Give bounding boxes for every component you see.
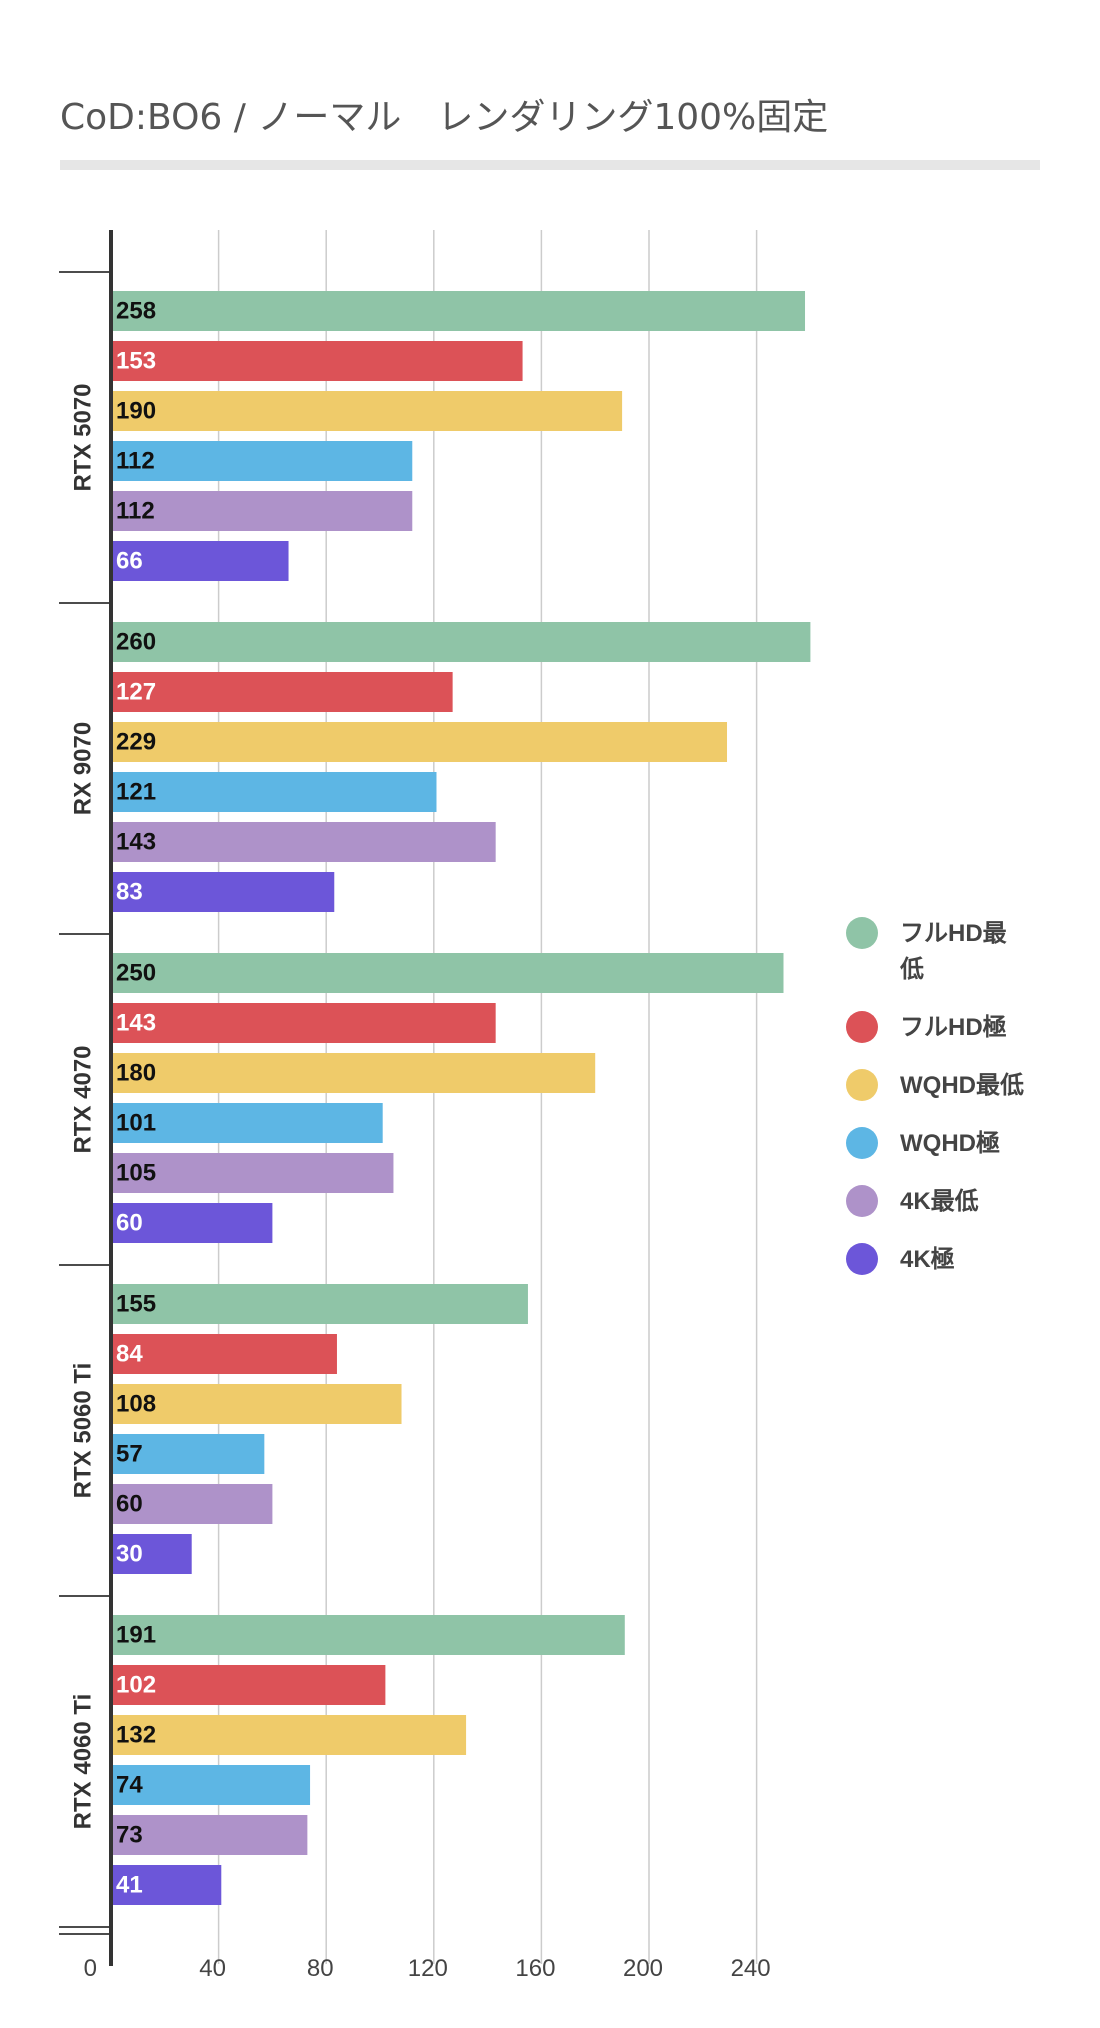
bar-value-label: 83 (116, 878, 143, 905)
bar-value-label: 155 (116, 1290, 156, 1317)
x-tick-label: 40 (199, 1955, 226, 1982)
bar-value-label: 105 (116, 1159, 156, 1186)
bar-value-label: 73 (116, 1821, 143, 1848)
bar-value-label: 229 (116, 728, 156, 755)
bar-rx-9070-series-4 (111, 822, 496, 862)
bar-rtx-5070-series-4 (111, 491, 413, 531)
tick-layer: 0 40 80 120 160 200 240 RTX 5070 RX 9070 RTX 4070… (69, 383, 770, 1982)
bar-rtx-4070-series-5 (111, 1203, 273, 1243)
legend-swatch (846, 917, 878, 949)
title-divider (60, 160, 1040, 170)
bar-rtx-4070-series-0 (111, 953, 784, 993)
bar-layer: 258 153 190 112 112 66 260 127 229 121 143 83 250 143… (111, 291, 811, 1905)
bar-value-label: 30 (116, 1540, 143, 1567)
bar-value-label: 260 (116, 628, 156, 655)
bar-rtx-5070-series-3 (111, 441, 413, 481)
legend-label: 4K最低 (900, 1188, 979, 1215)
bar-rtx-5060-ti-series-5 (111, 1534, 192, 1574)
bar-value-label: 57 (116, 1440, 143, 1467)
legend-swatch (846, 1127, 878, 1159)
bar-value-label: 66 (116, 547, 143, 574)
x-tick-label: 200 (623, 1955, 663, 1982)
legend-swatch (846, 1069, 878, 1101)
bar-value-label: 143 (116, 828, 156, 855)
bar-rtx-4070-series-3 (111, 1103, 383, 1143)
legend-swatch (846, 1243, 878, 1275)
bar-value-label: 127 (116, 678, 156, 705)
category-label: RTX 5070 (69, 383, 96, 491)
legend-label: フルHD極 (900, 1014, 1007, 1041)
bar-rtx-5070-series-5 (111, 541, 289, 581)
bar-rtx-4060-ti-series-5 (111, 1865, 222, 1905)
bar-value-label: 143 (116, 1009, 156, 1036)
legend-item: フルHD最低 (846, 916, 1086, 988)
bar-rtx-5070-series-2 (111, 391, 623, 431)
axis-layer (59, 230, 113, 1966)
bar-value-label: 191 (116, 1621, 156, 1648)
x-tick-label: 240 (731, 1955, 771, 1982)
bar-value-label: 190 (116, 397, 156, 424)
bar-rtx-5060-ti-series-0 (111, 1284, 528, 1324)
legend-label: 4K極 (900, 1246, 955, 1273)
legend-label: WQHD最低 (900, 1072, 1024, 1099)
bar-rtx-5070-series-0 (111, 291, 806, 331)
bar-value-label: 258 (116, 297, 156, 324)
bar-value-label: 41 (116, 1871, 143, 1898)
bar-value-label: 84 (116, 1340, 143, 1367)
bar-rx-9070-series-2 (111, 722, 728, 762)
bar-rtx-4060-ti-series-0 (111, 1615, 625, 1655)
category-label: RTX 4070 (69, 1045, 96, 1153)
bar-rtx-4060-ti-series-3 (111, 1765, 311, 1805)
bar-rtx-4060-ti-series-2 (111, 1715, 467, 1755)
bar-rtx-5060-ti-series-2 (111, 1384, 402, 1424)
bar-rtx-4070-series-2 (111, 1053, 596, 1093)
legend-item: フルHD極 (846, 1010, 1086, 1046)
bar-value-label: 101 (116, 1109, 156, 1136)
legend-swatch (846, 1185, 878, 1217)
bar-rtx-5060-ti-series-1 (111, 1334, 337, 1374)
bar-value-label: 132 (116, 1721, 156, 1748)
bar-rtx-4070-series-1 (111, 1003, 496, 1043)
bar-value-label: 153 (116, 347, 156, 374)
bar-rx-9070-series-5 (111, 872, 335, 912)
legend-swatch (846, 1011, 878, 1043)
category-label: RTX 5060 Ti (69, 1363, 96, 1499)
legend-label: WQHD極 (900, 1130, 1000, 1157)
legend-item: 4K極 (846, 1242, 1086, 1278)
bar-rx-9070-series-0 (111, 622, 811, 662)
x-tick-label: 160 (515, 1955, 555, 1982)
bar-value-label: 60 (116, 1490, 143, 1517)
bar-value-label: 108 (116, 1390, 156, 1417)
category-label: RX 9070 (69, 722, 96, 815)
bar-value-label: 112 (116, 497, 155, 524)
bar-rtx-4070-series-4 (111, 1153, 394, 1193)
bar-value-label: 121 (116, 778, 156, 805)
bar-rtx-5060-ti-series-4 (111, 1484, 273, 1524)
bar-value-label: 112 (116, 447, 155, 474)
bar-rx-9070-series-1 (111, 672, 453, 712)
legend-label: フルHD最低 (900, 920, 1007, 983)
bar-value-label: 74 (116, 1771, 143, 1798)
bar-rx-9070-series-3 (111, 772, 437, 812)
bar-rtx-5070-series-1 (111, 341, 523, 381)
bar-value-label: 102 (116, 1671, 156, 1698)
bar-rtx-4060-ti-series-1 (111, 1665, 386, 1705)
x-tick-label: 0 (84, 1955, 97, 1982)
bar-value-label: 180 (116, 1059, 156, 1086)
category-label: RTX 4060 Ti (69, 1694, 96, 1830)
x-tick-label: 120 (408, 1955, 448, 1982)
legend-item: WQHD極 (846, 1126, 1086, 1162)
x-tick-label: 80 (307, 1955, 334, 1982)
legend-item: 4K最低 (846, 1184, 1086, 1220)
bar-rtx-5060-ti-series-3 (111, 1434, 265, 1474)
bar-rtx-4060-ti-series-4 (111, 1815, 308, 1855)
chart-title: CoD:BO6 / ノーマル レンダリング100%固定 (60, 97, 829, 138)
legend: フルHD最低フルHD極 WQHD最低 WQHD極 4K最低 4K極 (846, 916, 1086, 1300)
bar-value-label: 60 (116, 1209, 143, 1236)
legend-item: WQHD最低 (846, 1068, 1086, 1104)
bar-value-label: 250 (116, 959, 156, 986)
